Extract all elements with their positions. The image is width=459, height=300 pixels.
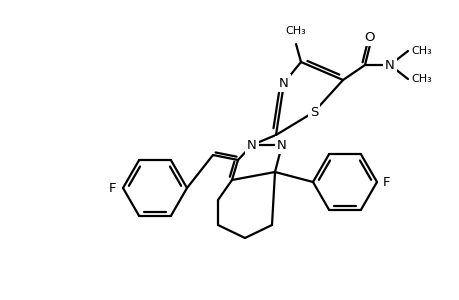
- Text: N: N: [246, 139, 256, 152]
- Text: N: N: [276, 139, 286, 152]
- Text: CH₃: CH₃: [410, 74, 431, 84]
- Text: F: F: [109, 182, 117, 194]
- Text: S: S: [309, 106, 318, 118]
- Text: CH₃: CH₃: [285, 26, 306, 36]
- Text: N: N: [384, 58, 394, 71]
- Text: F: F: [382, 176, 390, 188]
- Text: CH₃: CH₃: [410, 46, 431, 56]
- Text: N: N: [279, 76, 288, 89]
- Text: O: O: [364, 31, 375, 44]
